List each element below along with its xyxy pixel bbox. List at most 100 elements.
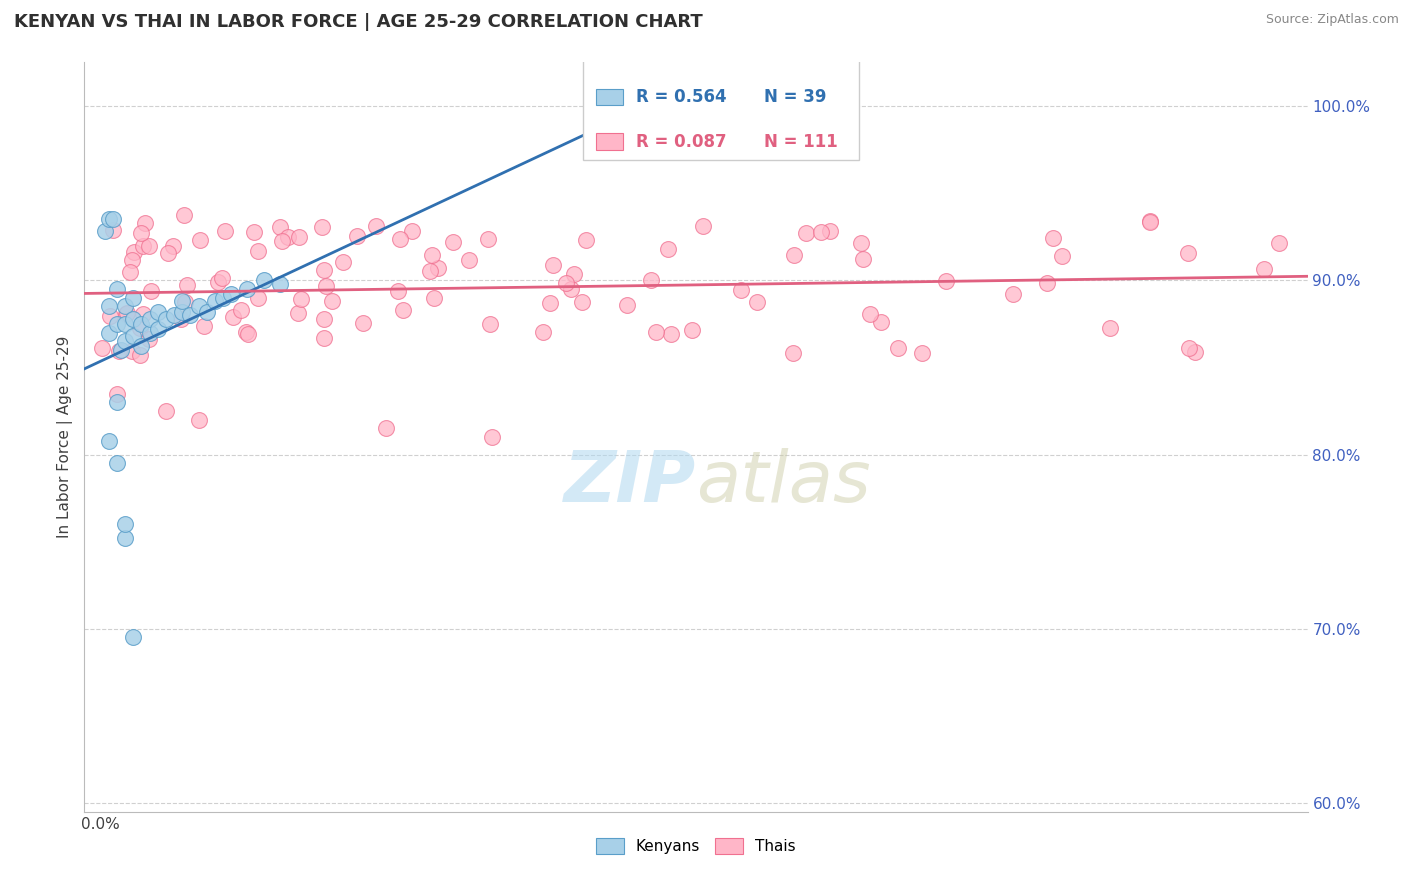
Point: [122, 311, 145, 326]
Point: [562, 267, 585, 281]
Point: [794, 226, 817, 240]
Point: [124, 244, 146, 259]
Point: [783, 248, 806, 262]
Point: [138, 326, 160, 340]
Point: [139, 284, 162, 298]
Point: [388, 232, 411, 246]
Point: [129, 349, 152, 363]
Text: R = 0.564: R = 0.564: [636, 88, 727, 106]
Point: [114, 307, 136, 321]
Point: [211, 271, 233, 285]
Point: [129, 321, 152, 335]
Point: [441, 235, 464, 249]
Point: [315, 279, 337, 293]
Point: [887, 341, 910, 355]
Point: [616, 297, 638, 311]
Point: [1042, 231, 1064, 245]
Point: [287, 306, 309, 320]
Point: [122, 291, 145, 305]
Point: [1139, 213, 1161, 227]
Point: [253, 273, 276, 287]
Point: [419, 264, 441, 278]
Point: [346, 229, 368, 244]
Point: [236, 282, 259, 296]
Point: [745, 295, 768, 310]
Point: [146, 304, 169, 318]
Point: [332, 255, 354, 269]
Point: [1001, 286, 1024, 301]
Point: [131, 239, 153, 253]
Point: [270, 234, 292, 248]
Point: [645, 326, 668, 340]
Point: [110, 343, 132, 357]
Point: [193, 319, 215, 334]
Point: [730, 284, 752, 298]
Point: [458, 253, 481, 268]
Point: [174, 294, 197, 309]
Point: [122, 329, 145, 343]
Text: atlas: atlas: [696, 448, 870, 516]
Point: [131, 317, 153, 331]
Point: [163, 308, 186, 322]
Point: [290, 292, 312, 306]
Point: [1267, 236, 1289, 251]
Point: [134, 216, 156, 230]
Point: [131, 339, 153, 353]
Point: [162, 239, 184, 253]
Point: [235, 326, 257, 340]
Point: [392, 303, 415, 318]
Point: [105, 317, 128, 331]
Point: [108, 344, 131, 359]
Text: KENYAN VS THAI IN LABOR FORCE | AGE 25-29 CORRELATION CHART: KENYAN VS THAI IN LABOR FORCE | AGE 25-2…: [14, 13, 703, 31]
Point: [541, 258, 564, 272]
Point: [157, 246, 180, 260]
Point: [312, 331, 335, 345]
Point: [242, 225, 264, 239]
Bar: [596, 89, 623, 105]
Point: [187, 299, 209, 313]
Point: [187, 412, 209, 426]
Point: [173, 208, 195, 222]
Point: [131, 307, 153, 321]
Point: [114, 299, 136, 313]
Point: [138, 239, 160, 253]
Point: [312, 262, 335, 277]
Point: [574, 233, 596, 247]
Point: [176, 278, 198, 293]
Point: [121, 344, 143, 359]
Point: [101, 212, 124, 227]
Point: [375, 421, 398, 435]
Point: [540, 296, 562, 310]
Point: [692, 219, 714, 233]
Point: [427, 260, 450, 275]
Point: [120, 265, 142, 279]
Point: [321, 294, 343, 309]
Point: [219, 287, 242, 301]
Point: [105, 456, 128, 470]
Point: [1184, 344, 1206, 359]
Point: [859, 307, 882, 321]
Point: [155, 311, 177, 326]
Text: ZIP: ZIP: [564, 448, 696, 516]
Point: [131, 226, 153, 240]
Point: [114, 531, 136, 545]
Point: [935, 274, 957, 288]
Point: [571, 295, 593, 310]
Text: R = 0.087: R = 0.087: [636, 133, 727, 151]
Point: [640, 273, 662, 287]
Point: [91, 342, 114, 356]
Point: [481, 430, 503, 444]
Point: [212, 291, 235, 305]
Bar: [583, 59, 859, 160]
Point: [204, 294, 226, 309]
Point: [851, 235, 873, 250]
Point: [121, 253, 143, 268]
Point: [138, 311, 160, 326]
Point: [169, 311, 191, 326]
Point: [155, 404, 177, 418]
Point: [314, 312, 336, 326]
Point: [214, 224, 236, 238]
Point: [1050, 249, 1073, 263]
Point: [222, 310, 245, 324]
Point: [97, 434, 120, 448]
